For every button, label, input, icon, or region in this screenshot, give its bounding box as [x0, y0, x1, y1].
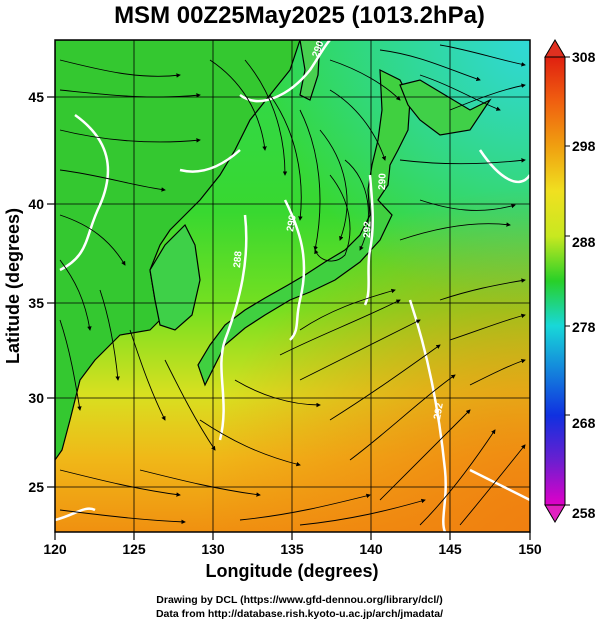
x-tick-label: 150: [518, 541, 542, 557]
wind-streamlines: [59, 44, 526, 526]
contour-label: 288: [232, 250, 244, 268]
y-tick-label: 45: [28, 89, 44, 105]
x-tick-label: 130: [201, 541, 225, 557]
x-tick-label: 125: [122, 541, 146, 557]
colorbar-tick-label: 258: [572, 505, 596, 521]
x-tick-label: 145: [438, 541, 462, 557]
colorbar-tick-label: 308: [572, 49, 596, 65]
colorbar-tick-label: 268: [572, 415, 596, 431]
colorbar-tick-label: 298: [572, 138, 596, 154]
colorbar-tick-label: 278: [572, 319, 596, 335]
colorbar-min-arrow: [544, 504, 566, 523]
x-tick-label: 135: [280, 541, 304, 557]
colorbar-max-arrow: [544, 39, 566, 58]
y-tick-label: 40: [28, 196, 44, 212]
contour-label: 290: [285, 214, 299, 233]
y-tick-label: 35: [28, 295, 44, 311]
x-axis-title: Longitude (degrees): [205, 561, 378, 581]
contour-label: 290: [377, 173, 389, 190]
y-tick-label: 30: [28, 390, 44, 406]
lat-lon-grid: [55, 40, 530, 532]
x-tick-label: 140: [359, 541, 383, 557]
colorbar-tick-label: 288: [572, 234, 596, 250]
credit-drawing: Drawing by DCL (https://www.gfd-dennou.o…: [156, 594, 443, 606]
contour-label: 292: [362, 221, 374, 238]
credit-data-source: Data from http://database.rish.kyoto-u.a…: [155, 608, 444, 620]
contour-label: 292: [432, 402, 446, 421]
x-tick-label: 120: [43, 541, 67, 557]
y-tick-label: 25: [28, 479, 44, 495]
map-title: MSM 00Z25May2025 (1013.2hPa): [114, 2, 485, 29]
colorbar: 258 268 278 288 298 308: [544, 39, 596, 523]
y-axis-title: Latitude (degrees): [3, 208, 23, 364]
